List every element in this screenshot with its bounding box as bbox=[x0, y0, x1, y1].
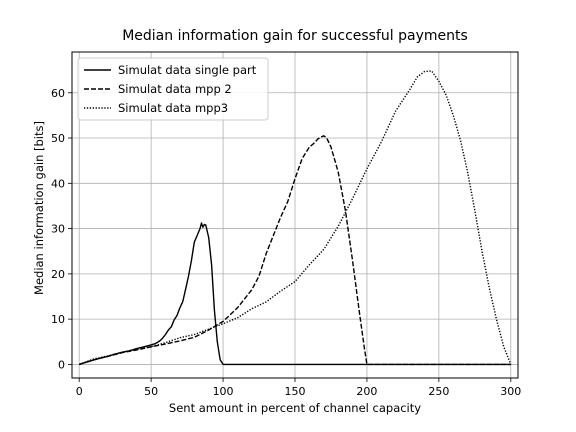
legend: Simulat data single part Simulat data mpp… bbox=[77, 57, 269, 121]
legend-label-2: Simulat data mpp 2 bbox=[118, 82, 232, 96]
chart-title: Median information gain for successful p… bbox=[122, 28, 468, 44]
y-tick-label: 50 bbox=[51, 132, 65, 145]
x-axis-label: Sent amount in percent of channel capaci… bbox=[169, 401, 421, 415]
x-tick-label: 250 bbox=[428, 385, 449, 398]
y-axis-ticks: 0 10 20 30 40 50 60 bbox=[51, 87, 72, 371]
y-tick-label: 0 bbox=[58, 358, 65, 371]
y-tick-label: 40 bbox=[51, 177, 65, 190]
legend-label-1: Simulat data single part bbox=[118, 63, 257, 77]
legend-label-3: Simulat data mpp3 bbox=[118, 101, 228, 115]
x-tick-label: 50 bbox=[144, 385, 158, 398]
y-tick-label: 30 bbox=[51, 223, 65, 236]
y-tick-label: 60 bbox=[51, 87, 65, 100]
legend-box bbox=[77, 57, 269, 121]
x-tick-label: 100 bbox=[213, 385, 234, 398]
x-tick-label: 300 bbox=[500, 385, 521, 398]
y-tick-label: 20 bbox=[51, 268, 65, 281]
x-tick-label: 200 bbox=[356, 385, 377, 398]
series-line-2 bbox=[78, 135, 511, 366]
y-tick-label: 10 bbox=[51, 313, 65, 326]
grid-lines bbox=[72, 52, 518, 378]
series-line-3 bbox=[78, 70, 512, 366]
x-tick-label: 150 bbox=[285, 385, 306, 398]
x-tick-label: 0 bbox=[76, 385, 83, 398]
series-lines bbox=[78, 70, 512, 366]
y-axis-label: Median information gain [bits] bbox=[32, 121, 46, 295]
x-axis-ticks: 0 50 100 150 200 250 300 bbox=[76, 378, 521, 398]
